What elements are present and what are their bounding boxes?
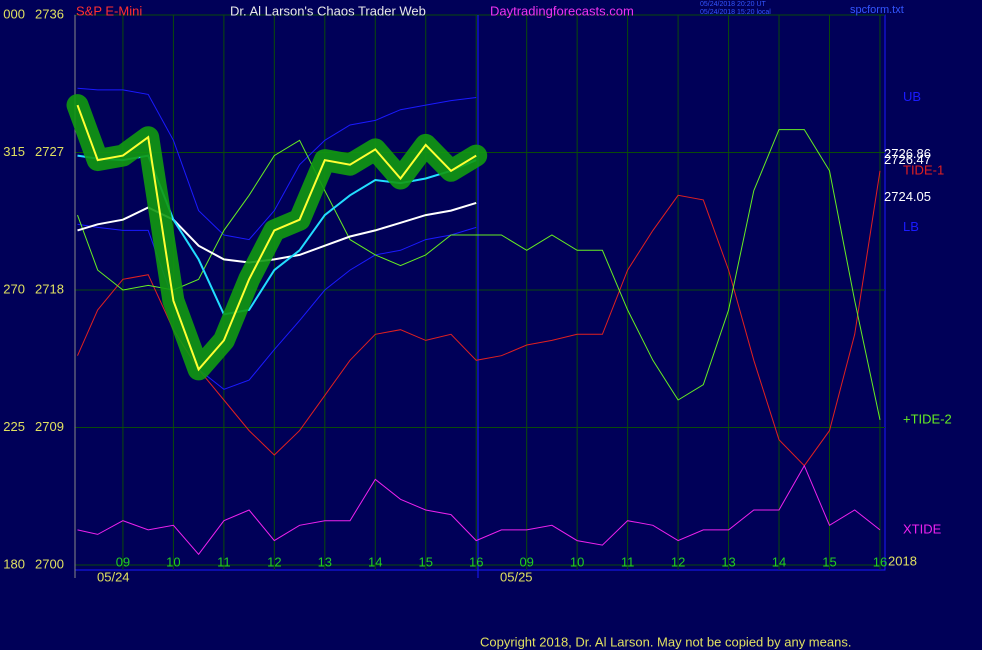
series-line bbox=[77, 201, 477, 264]
timestamp-ut: 05/24/2018 20:20 UT bbox=[700, 1, 766, 8]
series-line bbox=[77, 129, 881, 421]
x-tick-label: 10 bbox=[570, 554, 584, 569]
date-label: 05/25 bbox=[500, 569, 533, 584]
labels: 2700 2709 2718 2727 2736 180 225 270 315 000 09 10 1… bbox=[3, 6, 951, 584]
x-tick-label: 16 bbox=[469, 554, 483, 569]
angle-tick-label: 315 bbox=[3, 144, 25, 159]
series-label: +TIDE-2 bbox=[903, 411, 952, 426]
series-label: LB bbox=[903, 219, 919, 234]
series-line bbox=[77, 464, 881, 556]
series-line bbox=[76, 104, 477, 372]
file-name: spcform.txt bbox=[850, 4, 904, 16]
y-tick-label: 2727 bbox=[35, 144, 64, 159]
series-label: TIDE-1 bbox=[903, 162, 944, 177]
series-line bbox=[77, 170, 881, 467]
timestamp-local: 05/24/2018 15:20 local bbox=[700, 9, 771, 16]
grid bbox=[74, 14, 885, 578]
series-line bbox=[77, 223, 477, 390]
price-label: 2726.47 bbox=[884, 152, 931, 167]
x-tick-label: 15 bbox=[419, 554, 433, 569]
angle-tick-label: 000 bbox=[3, 6, 25, 21]
x-tick-label: 11 bbox=[621, 554, 635, 569]
x-tick-label: 15 bbox=[822, 554, 836, 569]
series-label: UB bbox=[903, 89, 921, 104]
y-tick-label: 2736 bbox=[35, 6, 64, 21]
x-tick-label: 09 bbox=[519, 554, 533, 569]
copyright: Copyright 2018, Dr. Al Larson. May not b… bbox=[480, 634, 851, 649]
site-title: Dr. Al Larson's Chaos Trader Web bbox=[230, 3, 426, 18]
series-line bbox=[77, 87, 477, 241]
x-tick-label: 14 bbox=[772, 554, 786, 569]
x-tick-label: 13 bbox=[318, 554, 332, 569]
angle-tick-label: 180 bbox=[3, 556, 25, 571]
x-tick-label: 16 bbox=[873, 554, 887, 569]
y-tick-label: 2718 bbox=[35, 281, 64, 296]
angle-tick-label: 270 bbox=[3, 281, 25, 296]
date-label: 05/24 bbox=[97, 569, 130, 584]
price-label: 2724.05 bbox=[884, 189, 931, 204]
x-tick-label: 11 bbox=[217, 554, 231, 569]
marks bbox=[66, 87, 881, 556]
y-tick-label: 2700 bbox=[35, 556, 64, 571]
series-label: XTIDE bbox=[903, 521, 942, 536]
symbol: S&P E-Mini bbox=[76, 3, 142, 18]
x-tick-label: 13 bbox=[721, 554, 735, 569]
x-tick-label: 09 bbox=[116, 554, 130, 569]
y-tick-label: 2709 bbox=[35, 419, 64, 434]
angle-tick-label: 225 bbox=[3, 419, 25, 434]
x-tick-label: 12 bbox=[267, 554, 281, 569]
year: 2018 bbox=[888, 553, 917, 568]
x-tick-label: 14 bbox=[368, 554, 382, 569]
x-tick-label: 12 bbox=[671, 554, 685, 569]
x-tick-label: 10 bbox=[166, 554, 180, 569]
site-url: Daytradingforecasts.com bbox=[490, 3, 634, 18]
price-label: 2726.86 bbox=[884, 146, 931, 161]
